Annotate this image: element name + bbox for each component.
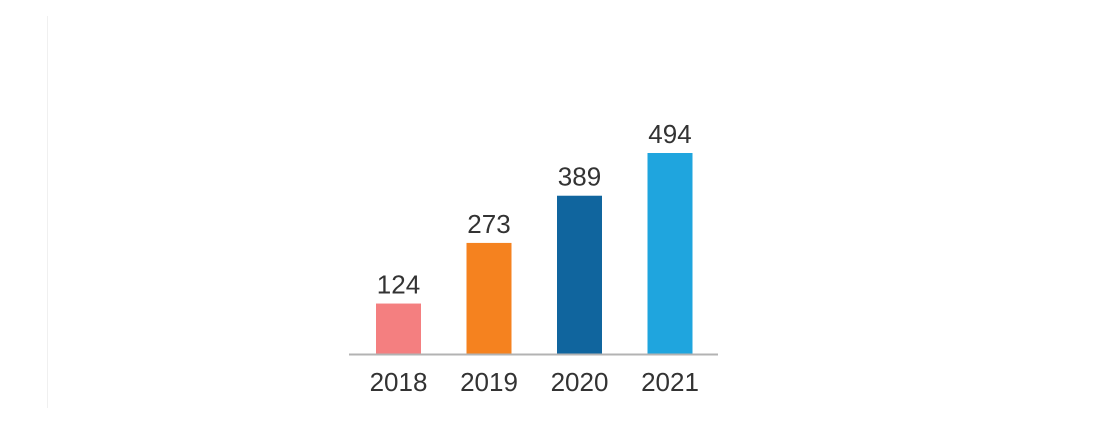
x-tick-label-2019: 2019 — [460, 367, 518, 397]
bar-2020 — [557, 195, 602, 354]
value-label-2018: 124 — [377, 270, 420, 300]
x-tick-label-2018: 2018 — [370, 367, 428, 397]
x-tick-labels-group: 2018 2019 2020 2021 — [370, 367, 699, 397]
value-label-2019: 273 — [467, 209, 510, 239]
value-label-2021: 494 — [648, 119, 691, 149]
left-divider — [47, 16, 48, 408]
bar-2021 — [647, 153, 693, 354]
bar-2018 — [376, 303, 421, 354]
value-label-2020: 389 — [558, 162, 601, 192]
x-tick-label-2020: 2020 — [551, 367, 609, 397]
x-tick-label-2021: 2021 — [641, 367, 699, 397]
bar-2019 — [466, 242, 512, 354]
value-labels-group: 124 273 389 494 — [377, 119, 692, 300]
bars-group — [376, 153, 693, 354]
